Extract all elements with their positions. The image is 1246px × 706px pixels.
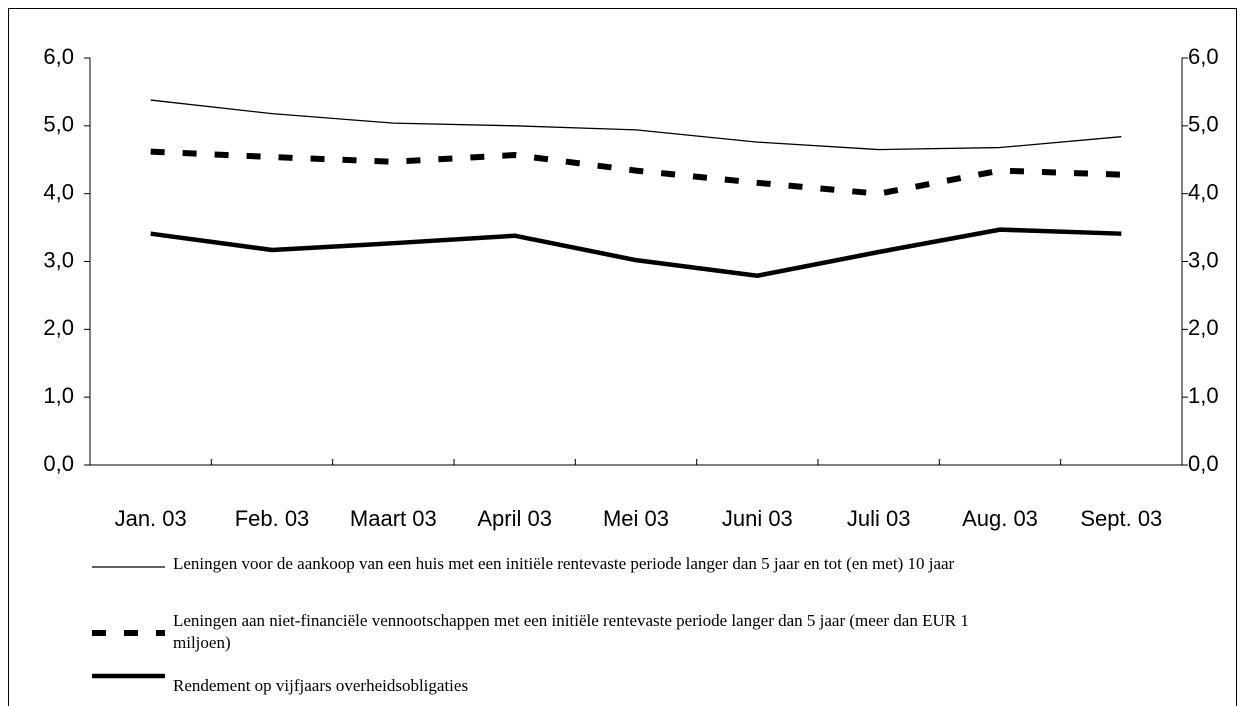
y-tick-label: 0,0: [43, 451, 74, 476]
y-tick-label: 6,0: [43, 44, 74, 69]
x-tick-label: Juni 03: [722, 506, 793, 531]
y2-tick-label: 6,0: [1188, 44, 1219, 69]
x-tick-label: Sept. 03: [1080, 506, 1162, 531]
x-tick-label: Aug. 03: [962, 506, 1038, 531]
y-tick-label: 4,0: [43, 179, 74, 204]
legend-label: Rendement op vijfjaars overheidsobligati…: [173, 676, 469, 695]
legend-label: Leningen voor de aankoop van een huis me…: [173, 554, 955, 573]
x-tick-label: Juli 03: [847, 506, 911, 531]
x-tick-label: Maart 03: [350, 506, 437, 531]
frame: [8, 8, 1237, 706]
y2-tick-label: 0,0: [1188, 451, 1219, 476]
x-tick-label: April 03: [477, 506, 552, 531]
y2-tick-label: 4,0: [1188, 179, 1219, 204]
y2-tick-label: 5,0: [1188, 112, 1219, 137]
y-tick-label: 5,0: [43, 112, 74, 137]
x-tick-label: Jan. 03: [115, 506, 187, 531]
y2-tick-label: 2,0: [1188, 315, 1219, 340]
legend-label: Leningen aan niet-financiële vennootscha…: [173, 611, 969, 652]
x-tick-label: Mei 03: [603, 506, 669, 531]
series-line: [150, 148, 1122, 197]
y2-tick-label: 3,0: [1188, 247, 1219, 272]
y-tick-label: 2,0: [43, 315, 74, 340]
y2-tick-label: 1,0: [1188, 383, 1219, 408]
y-tick-label: 1,0: [43, 383, 74, 408]
x-tick-label: Feb. 03: [235, 506, 310, 531]
series-line: [150, 227, 1122, 278]
series-line: [150, 99, 1122, 151]
y-tick-label: 3,0: [43, 247, 74, 272]
